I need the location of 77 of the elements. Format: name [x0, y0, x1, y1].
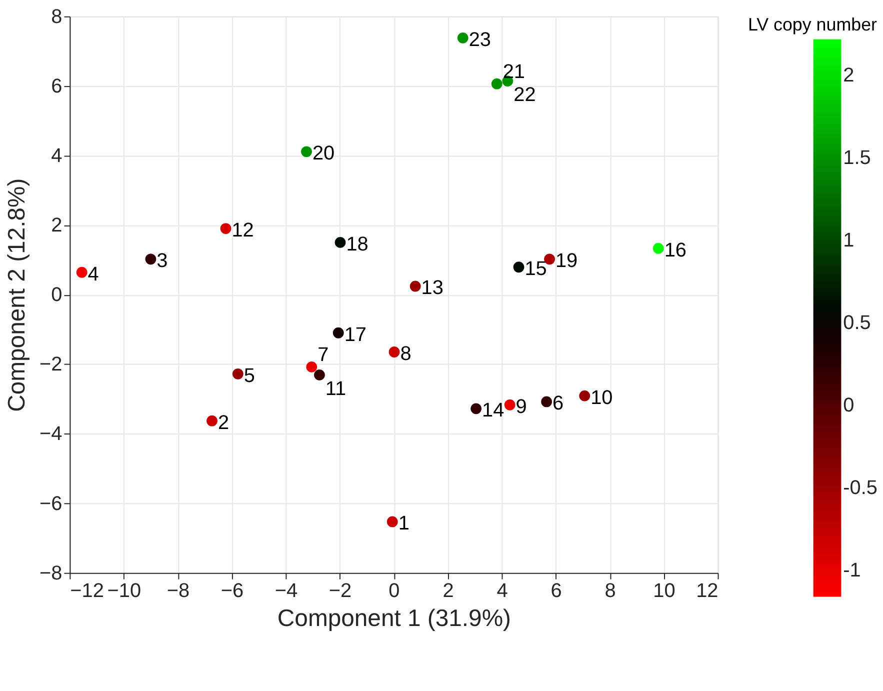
- point: [388, 346, 400, 358]
- x-tick-label: −8: [166, 580, 190, 602]
- annotation: 8: [400, 342, 412, 365]
- annotation: 9: [516, 396, 527, 418]
- annotation: 12: [232, 219, 254, 242]
- y-axis-title: Component 2 (12.8%): [4, 178, 31, 412]
- annotation: 7: [318, 344, 329, 366]
- annotation: 3: [156, 250, 168, 272]
- x-tick-label: 4: [496, 580, 508, 602]
- x-tick-label: −10: [107, 580, 142, 602]
- y-tick-label: −6: [40, 492, 62, 515]
- annotation: 11: [325, 378, 346, 400]
- color-bar-label: 1: [843, 229, 854, 252]
- annotation: 19: [555, 250, 578, 272]
- color-bar-label: 2: [843, 64, 854, 87]
- color-bar-label: -0.5: [843, 476, 878, 499]
- y-tick-label: 4: [51, 144, 62, 167]
- point: [470, 403, 482, 414]
- y-tick-label: −8: [40, 562, 62, 584]
- point: [410, 280, 421, 292]
- point: [206, 415, 218, 426]
- y-tick-label: 0: [51, 284, 62, 306]
- annotation: 22: [514, 84, 536, 106]
- annotation: 10: [590, 386, 613, 409]
- x-tick-label: 8: [604, 580, 616, 602]
- x-tick-label: −12: [70, 580, 104, 602]
- annotation: 15: [524, 258, 547, 280]
- point: [232, 368, 244, 380]
- annotation: 17: [344, 324, 366, 346]
- x-axis-title: Component 1 (31.9%): [277, 605, 512, 632]
- x-tick-label: 2: [442, 580, 454, 602]
- y-tick-label: −2: [40, 354, 62, 376]
- point: [513, 262, 524, 273]
- annotation: 16: [664, 239, 686, 262]
- annotation: 2: [218, 412, 230, 434]
- y-tick-label: 8: [51, 6, 62, 28]
- annotation: 18: [346, 233, 368, 256]
- point: [301, 146, 312, 158]
- annotation: 1: [398, 512, 410, 535]
- y-tick-label: 2: [51, 214, 62, 237]
- annotation: 23: [468, 28, 491, 51]
- point: [491, 78, 502, 90]
- point: [220, 223, 232, 234]
- annotation: 4: [88, 263, 99, 286]
- color-bar-label: 0: [843, 394, 854, 416]
- color-bar-label: 0.5: [843, 312, 871, 334]
- x-tick-label: −2: [328, 580, 352, 602]
- annotation: 21: [502, 60, 525, 83]
- point: [306, 362, 318, 372]
- point: [457, 32, 468, 44]
- point: [76, 266, 88, 278]
- point: [332, 327, 344, 338]
- annotation: 5: [244, 364, 255, 387]
- point: [334, 236, 346, 248]
- point: [541, 396, 552, 408]
- point: [504, 399, 516, 410]
- point: [544, 254, 555, 265]
- y-tick-label: −4: [40, 423, 62, 446]
- x-tick-label: −4: [274, 580, 298, 602]
- x-tick-label: 10: [653, 580, 676, 602]
- annotation: 14: [482, 400, 504, 422]
- x-tick-label: 0: [388, 580, 400, 602]
- color-bar-title: LV copy number: [748, 14, 878, 34]
- color-bar-label: 1.5: [843, 146, 871, 169]
- point: [314, 370, 325, 380]
- x-tick-label: 6: [550, 580, 562, 602]
- x-tick-label: −6: [220, 580, 244, 602]
- color-bar-label: -1: [843, 559, 861, 582]
- point: [652, 242, 664, 254]
- annotation: 13: [421, 277, 444, 300]
- annotation: 6: [552, 392, 564, 415]
- annotation: 20: [312, 142, 335, 165]
- x-tick-label: 12: [696, 580, 718, 602]
- point: [145, 254, 156, 265]
- point: [579, 390, 590, 402]
- point: [386, 516, 398, 528]
- y-tick-label: 6: [51, 75, 62, 98]
